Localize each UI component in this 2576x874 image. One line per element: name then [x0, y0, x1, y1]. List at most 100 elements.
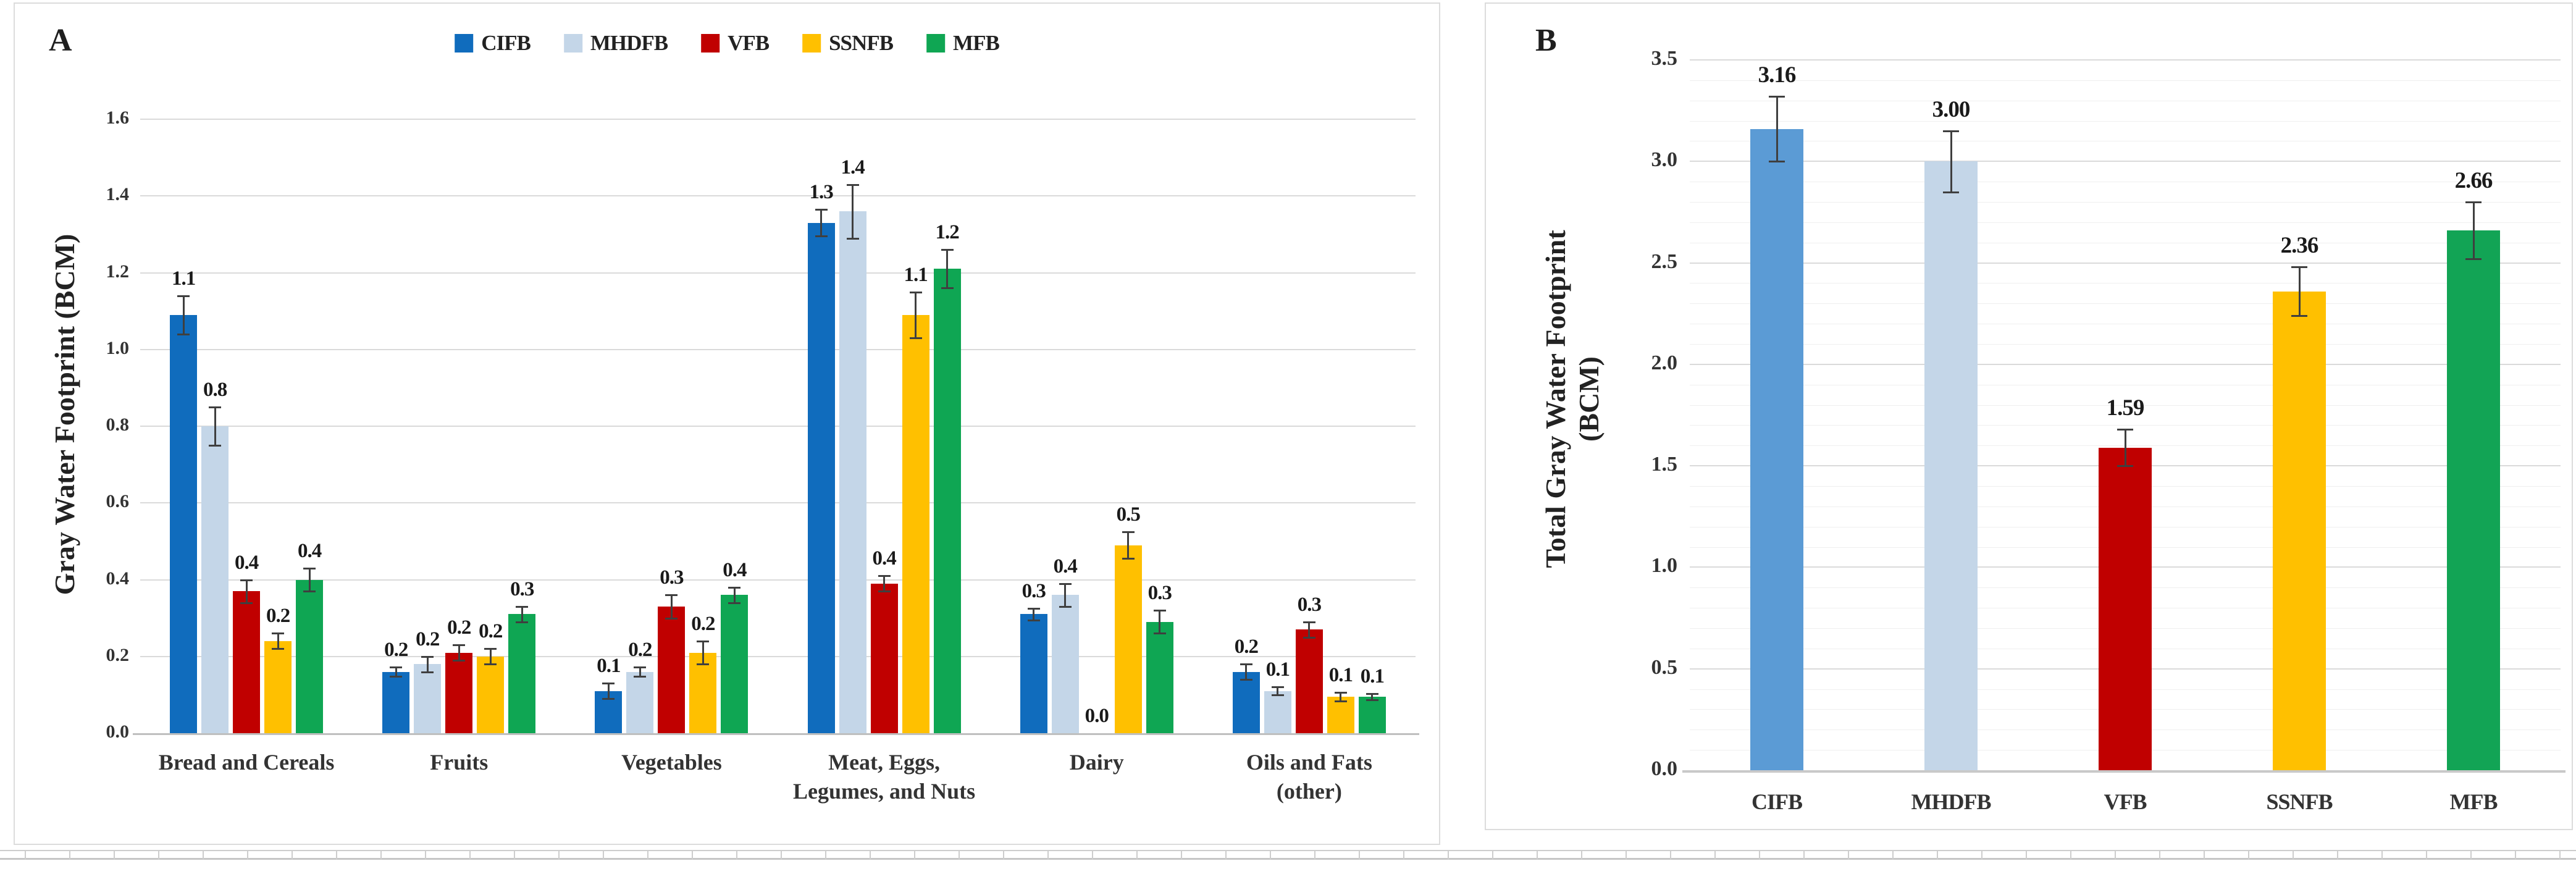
error-bar-cap: [941, 287, 954, 290]
ruler-tick: [1714, 850, 1716, 860]
error-bar: [1033, 608, 1035, 620]
ruler-tick: [1670, 850, 1671, 860]
error-bar: [702, 641, 704, 665]
bar-CIFB-cat3: [807, 222, 835, 733]
bar-SSNFB-cat1: [477, 656, 505, 733]
ruler-tick: [1937, 850, 1938, 860]
value-label: 0.4: [234, 551, 259, 574]
y-tick-label: 0.5: [1651, 655, 1678, 679]
ruler-tick: [603, 850, 604, 860]
ruler-tick: [2381, 850, 2383, 860]
y-tick-label: 3.5: [1651, 47, 1678, 70]
error-bar: [670, 595, 673, 618]
value-label: 0.4: [872, 547, 896, 570]
value-label: 0.2: [384, 639, 408, 662]
value-label: 0.2: [416, 628, 440, 650]
ruler-tick: [514, 850, 515, 860]
gridline-minor: [1690, 283, 2561, 284]
value-label: 0.2: [447, 616, 471, 639]
error-bar: [1127, 531, 1130, 559]
bar-CIFB-cat0: [170, 314, 198, 733]
ruler-tick: [1848, 850, 1849, 860]
bar-MHDFB-cat0: [201, 426, 229, 733]
error-bar-cap: [516, 621, 529, 623]
ruler-tick: [558, 850, 560, 860]
legend-item-MFB: MFB: [926, 31, 1000, 56]
legend-swatch-SSNFB: [802, 34, 821, 53]
ruler-tick: [158, 850, 159, 860]
error-bar-cap: [728, 602, 741, 604]
x-axis-category-line: Dairy: [1069, 750, 1124, 775]
ruler-tick: [736, 850, 737, 860]
error-bar-cap: [1122, 531, 1135, 533]
value-label: 2.66: [2454, 168, 2493, 193]
legend-item-VFB: VFB: [701, 31, 770, 56]
error-bar: [245, 579, 248, 603]
error-bar-cap: [1303, 636, 1315, 639]
error-bar-cap: [209, 406, 222, 408]
error-bar-cap: [1153, 610, 1166, 612]
legend-label-MFB: MFB: [953, 31, 1000, 55]
value-label: 0.1: [1360, 665, 1385, 687]
y-tick-label: 0.6: [106, 491, 130, 512]
ruler-tick: [1626, 850, 1627, 860]
value-label: 0.2: [1234, 636, 1259, 658]
value-label: 0.1: [597, 655, 621, 678]
error-bar: [820, 209, 823, 237]
gridline-major: [1690, 363, 2561, 365]
error-bar: [1776, 96, 1778, 162]
bar-VFB-cat2: [658, 606, 686, 733]
x-axis-category-label: Fruits: [328, 748, 590, 777]
error-bar: [1371, 694, 1374, 700]
value-label: 1.4: [841, 156, 865, 179]
ruler-tick: [1136, 850, 1138, 860]
bar-MFB-cat0: [296, 579, 324, 733]
bar-MFB-cat5: [1358, 696, 1386, 733]
error-bar-cap: [634, 666, 647, 669]
error-bar: [182, 295, 185, 334]
ruler-tick: [2204, 850, 2205, 860]
panel-b-letter: B: [1535, 23, 1557, 58]
gridline-minor: [1690, 405, 2561, 406]
error-bar: [2298, 267, 2301, 316]
ruler-tick: [1003, 850, 1004, 860]
error-bar-cap: [815, 208, 828, 211]
legend-swatch-MFB: [926, 34, 946, 53]
gridline-minor: [1690, 202, 2561, 203]
error-bar-cap: [272, 632, 285, 635]
gridline-major: [140, 579, 1416, 581]
y-tick-label: 0.0: [1651, 757, 1678, 780]
bar-VFB-cat0: [233, 591, 261, 733]
error-bar: [426, 656, 429, 672]
x-axis-category-line: (other): [1276, 778, 1342, 804]
y-tick-label: 0.8: [106, 414, 130, 435]
ruler-tick: [1092, 850, 1093, 860]
y-tick-label: 1.4: [106, 184, 130, 205]
bar-MFB-cat3: [933, 269, 961, 733]
bar-CIFB-cat5: [1232, 671, 1260, 733]
bar-MHDFB-cat5: [1264, 691, 1291, 733]
ruler-tick: [1892, 850, 1894, 860]
error-bar-cap: [2117, 429, 2133, 431]
error-bar-cap: [2291, 266, 2307, 269]
value-label: 3.16: [1758, 62, 1797, 88]
panel-b-y-axis-title: Total Gray Water Footprint (BCM): [1539, 230, 1606, 568]
y-tick-label: 0.4: [106, 568, 130, 589]
bar-CIFB-cat1: [382, 671, 410, 733]
error-bar-cap: [303, 567, 316, 569]
error-bar: [2472, 202, 2475, 259]
value-label: 0.4: [723, 558, 747, 581]
error-bar: [2124, 429, 2126, 466]
error-bar-cap: [390, 676, 403, 678]
error-bar-cap: [1059, 582, 1072, 585]
bar-MFB-cat4: [1146, 621, 1173, 733]
ruler-tick: [1314, 850, 1315, 860]
x-axis-category-label: Meat, Eggs, Legumes, and Nuts: [753, 748, 1015, 806]
error-bar-cap: [484, 663, 497, 666]
error-bar-cap: [941, 249, 954, 251]
error-bar-cap: [846, 237, 859, 240]
error-bar-cap: [1303, 621, 1315, 623]
bar-MFB-cat1: [508, 614, 536, 733]
x-axis-category-label: VFB: [2104, 789, 2147, 814]
error-bar: [1245, 664, 1248, 680]
